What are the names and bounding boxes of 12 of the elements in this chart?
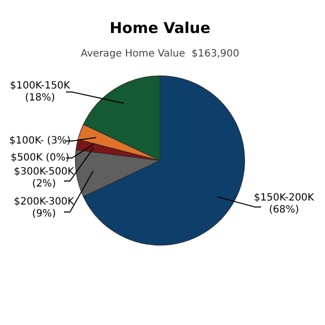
- data-label: (9%): [32, 208, 56, 220]
- chart-title: Home Value: [110, 18, 210, 37]
- data-label: (2%): [32, 178, 56, 190]
- slice-label: $200K-300K: [14, 196, 75, 208]
- data-label: (68%): [268, 204, 300, 216]
- data-label: (18%): [24, 92, 56, 104]
- chart-subtitle: Average Home Value $163,900: [80, 48, 240, 60]
- category-label: $500K (0%): [10, 152, 70, 164]
- slice-label: $300K-500K: [14, 166, 75, 178]
- slice-label: $150K-200K: [254, 192, 315, 204]
- slice-label: $100K-150K: [10, 80, 71, 92]
- slice-label: $100K- (3%): [9, 136, 71, 147]
